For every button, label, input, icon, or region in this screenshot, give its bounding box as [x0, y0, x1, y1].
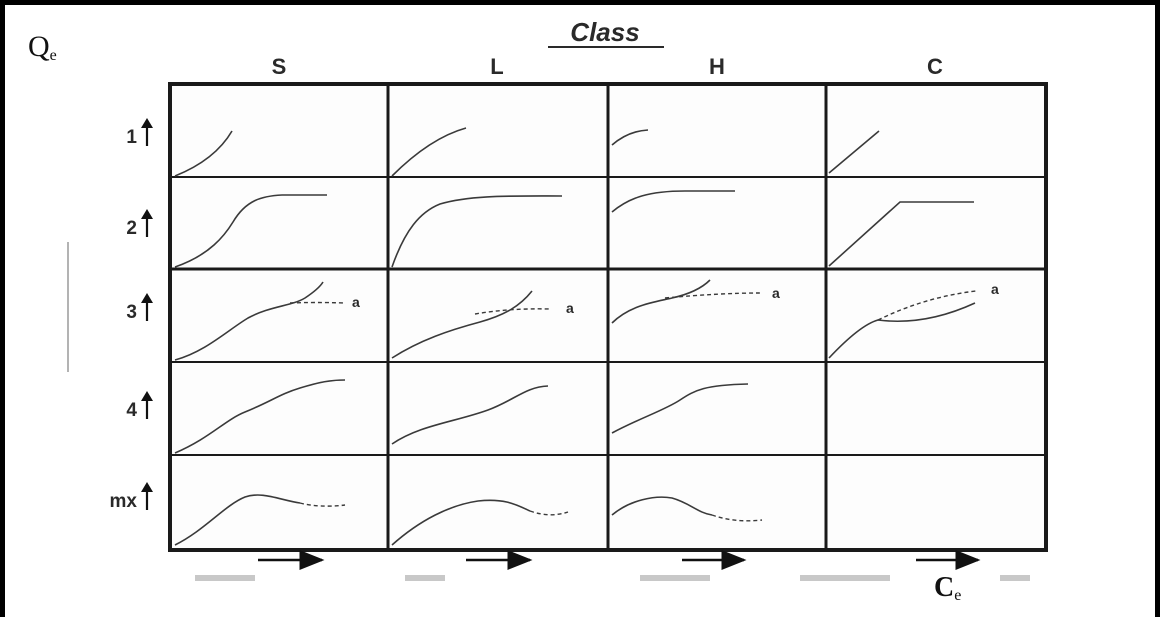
- curve-h2: [611, 190, 735, 213]
- curve-smx-dashed: [299, 502, 346, 507]
- svg-text:3: 3: [126, 302, 137, 323]
- svg-text:4: 4: [126, 400, 137, 421]
- row-header-3: 3: [126, 293, 153, 323]
- row-header-4: 4: [126, 391, 153, 421]
- curve-hmx-dashed: [711, 514, 763, 522]
- row-header-mx: mx: [110, 482, 153, 512]
- curve-s1: [174, 130, 233, 177]
- curve-l3-dashed: [474, 308, 551, 315]
- svg-text:mx: mx: [110, 491, 138, 512]
- curve-h3-dashed: [664, 292, 761, 299]
- cropped-caption-remnant: [195, 575, 1030, 581]
- curve-h3: [611, 279, 711, 324]
- curve-h1: [611, 129, 649, 146]
- x-axis-label: Ce: [934, 572, 962, 604]
- grid: [168, 82, 1048, 552]
- row-header-2: 2: [126, 209, 153, 239]
- curve-s3: [174, 281, 324, 361]
- row-header-1: 1: [126, 118, 153, 148]
- curve-s4: [174, 379, 346, 454]
- class-title: Class: [570, 17, 639, 47]
- curve-c3-dashed: [877, 290, 977, 321]
- curve-s2: [174, 194, 327, 268]
- column-header-h: H: [709, 54, 725, 79]
- y-axis-label: Qe: [28, 30, 57, 64]
- dashed-label-s3: a: [352, 294, 360, 310]
- column-header-l: L: [490, 54, 503, 79]
- curve-s3-dashed: [289, 301, 346, 304]
- curve-c1: [828, 130, 880, 174]
- dashed-label-c3: a: [991, 281, 999, 297]
- curve-c2: [828, 201, 974, 267]
- curve-l4: [391, 385, 549, 445]
- column-header-c: C: [927, 54, 943, 79]
- svg-text:2: 2: [126, 218, 137, 239]
- svg-text:1: 1: [126, 127, 137, 148]
- curve-l3: [391, 290, 533, 359]
- dashed-label-l3: a: [566, 300, 574, 316]
- curve-hmx: [611, 496, 713, 516]
- curve-c3: [828, 302, 976, 359]
- curve-h4: [611, 383, 749, 434]
- curve-l2: [391, 195, 563, 268]
- curve-smx: [174, 494, 301, 546]
- dashed-label-h3: a: [772, 285, 780, 301]
- curve-l1: [391, 127, 467, 177]
- curve-lmx: [391, 499, 531, 546]
- column-header-s: S: [272, 54, 287, 79]
- curve-lmx-dashed: [529, 510, 569, 516]
